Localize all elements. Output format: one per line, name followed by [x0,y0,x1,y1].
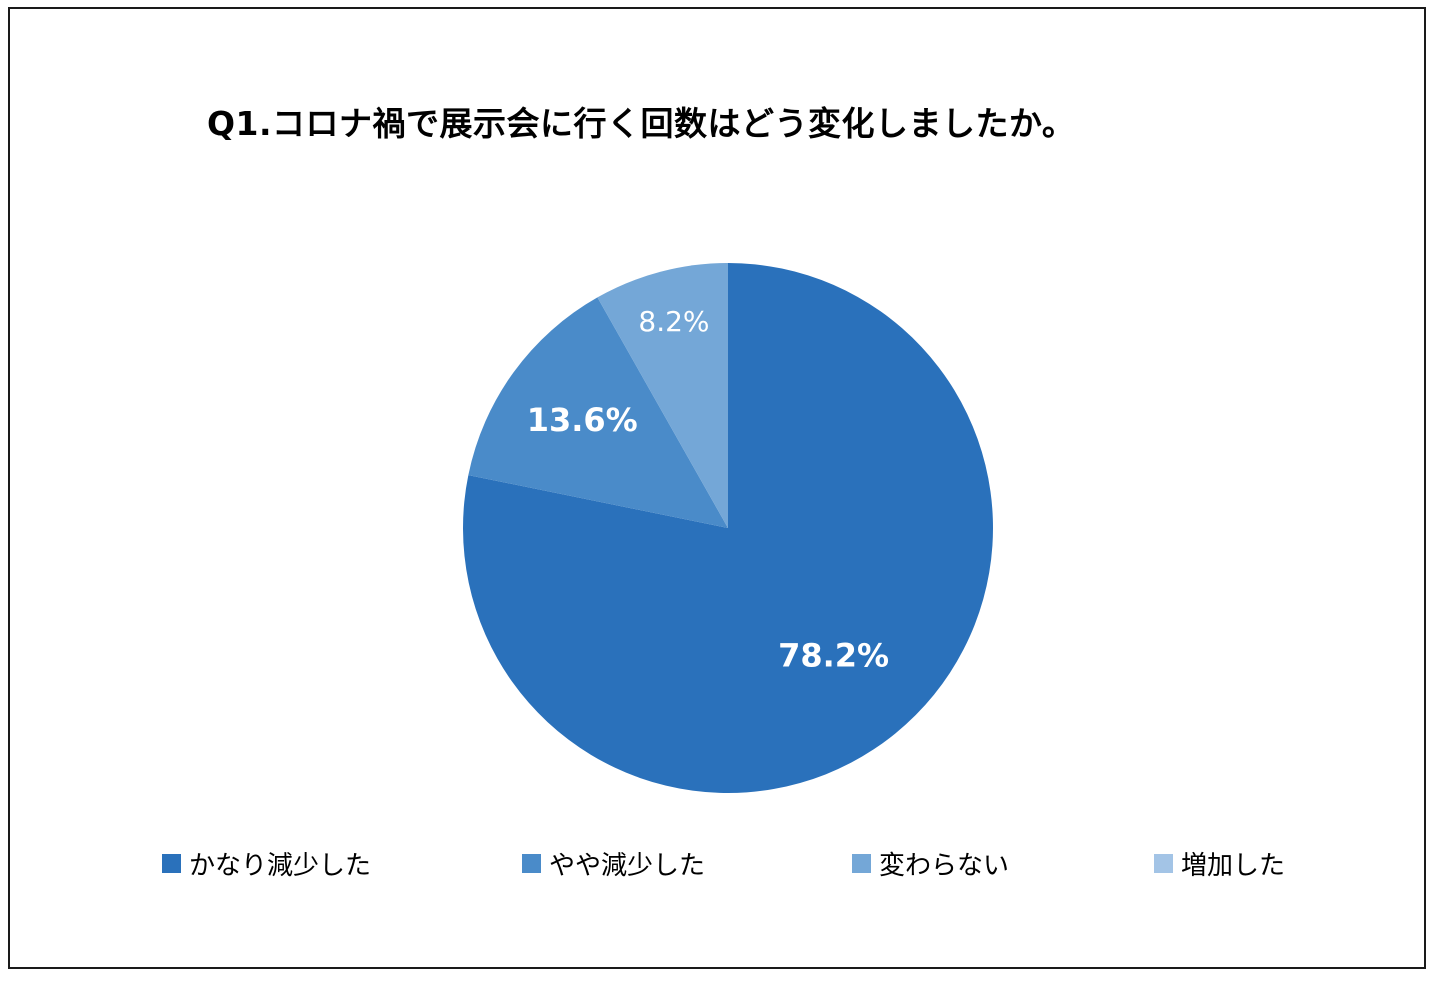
legend-swatch [852,854,871,873]
slice-yaya-gensho [468,297,728,528]
legend-item-kawaranai: 変わらない [852,845,1009,882]
legend-label: かなり減少した [189,851,372,881]
slice-kawaranai [597,263,728,528]
chart-frame: Q1.コロナ禍で展示会に行く回数はどう変化しましたか。 78.2% 13.6% 8.… [8,7,1426,969]
legend-item-zoka: 増加した [1154,845,1285,882]
pie-chart: 78.2% 13.6% 8.2% [462,263,993,793]
chart-title: Q1.コロナ禍で展示会に行く回数はどう変化しましたか。 [207,104,1076,143]
legend-label: 変わらない [879,851,1010,881]
data-label-yaya-gensho: 13.6% [527,401,638,439]
legend-item-kanari-gensho: かなり減少した [162,845,371,882]
legend: かなり減少した やや減少した 変わらない 増加した [10,845,1428,885]
data-label-kanari-gensho: 78.2% [778,636,889,674]
legend-item-yaya-gensho: やや減少した [522,845,705,882]
legend-label: やや減少した [549,851,706,881]
legend-swatch [162,854,181,873]
data-label-kawaranai: 8.2% [638,305,709,338]
legend-swatch [522,854,541,873]
legend-label: 増加した [1181,851,1286,881]
legend-swatch [1154,854,1173,873]
